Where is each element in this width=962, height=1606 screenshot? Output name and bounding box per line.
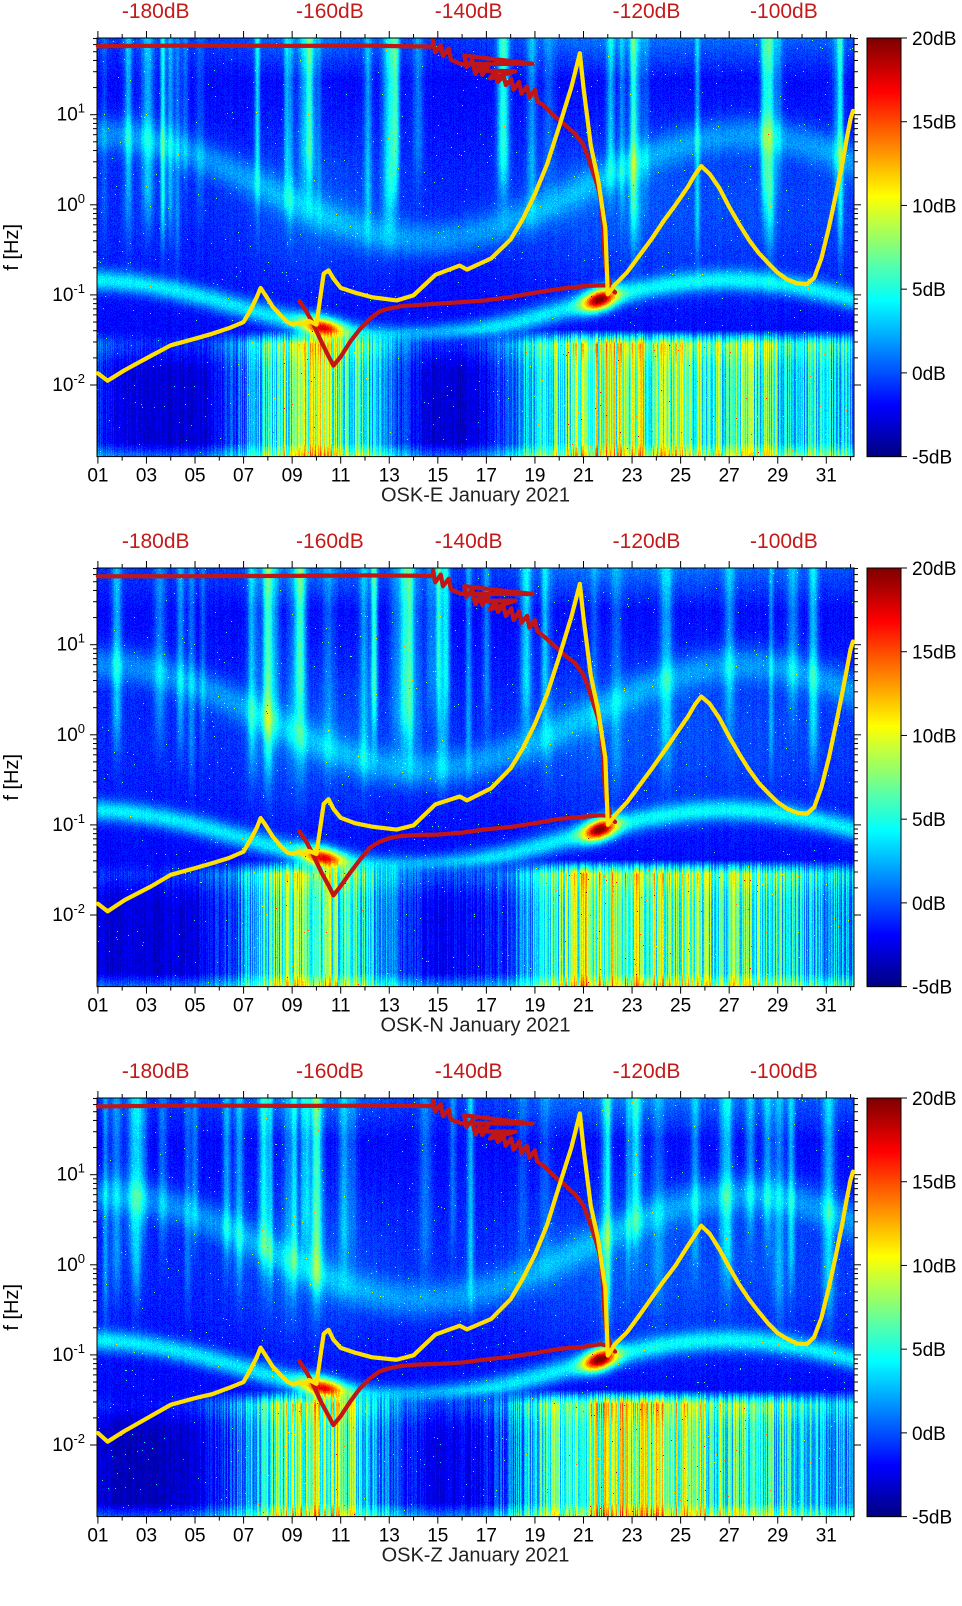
svg-text:15dB: 15dB bbox=[912, 1172, 956, 1193]
svg-text:0dB: 0dB bbox=[912, 1424, 946, 1445]
svg-text:09: 09 bbox=[282, 995, 303, 1016]
svg-text:101: 101 bbox=[57, 630, 85, 655]
svg-text:13: 13 bbox=[379, 995, 400, 1016]
svg-text:10-2: 10-2 bbox=[52, 1431, 85, 1456]
svg-text:20dB: 20dB bbox=[912, 1089, 956, 1110]
svg-text:10-2: 10-2 bbox=[52, 371, 85, 396]
svg-text:f [Hz]: f [Hz] bbox=[1, 1284, 23, 1331]
svg-text:-5dB: -5dB bbox=[912, 1507, 952, 1528]
svg-text:17: 17 bbox=[476, 995, 497, 1016]
svg-text:20dB: 20dB bbox=[912, 559, 956, 580]
svg-text:-100dB: -100dB bbox=[750, 530, 818, 553]
svg-text:25: 25 bbox=[670, 466, 691, 487]
svg-text:11: 11 bbox=[331, 1525, 351, 1546]
svg-text:15: 15 bbox=[427, 995, 448, 1016]
svg-text:09: 09 bbox=[282, 466, 303, 487]
svg-text:OSK-Z January 2021: OSK-Z January 2021 bbox=[382, 1544, 570, 1566]
svg-text:13: 13 bbox=[379, 1525, 400, 1546]
svg-text:5dB: 5dB bbox=[912, 280, 946, 301]
svg-text:100: 100 bbox=[57, 720, 85, 745]
svg-text:27: 27 bbox=[719, 1525, 740, 1546]
svg-text:-160dB: -160dB bbox=[296, 0, 364, 23]
svg-text:-160dB: -160dB bbox=[296, 530, 364, 553]
svg-text:31: 31 bbox=[816, 1525, 837, 1546]
svg-text:13: 13 bbox=[379, 466, 400, 487]
svg-text:19: 19 bbox=[524, 466, 545, 487]
svg-text:101: 101 bbox=[57, 1160, 85, 1185]
svg-text:100: 100 bbox=[57, 191, 85, 216]
svg-text:10-2: 10-2 bbox=[52, 901, 85, 926]
svg-text:-100dB: -100dB bbox=[750, 0, 818, 23]
svg-text:05: 05 bbox=[184, 466, 205, 487]
svg-text:17: 17 bbox=[476, 1525, 497, 1546]
svg-text:15dB: 15dB bbox=[912, 642, 956, 663]
svg-text:15: 15 bbox=[427, 466, 448, 487]
svg-text:-160dB: -160dB bbox=[296, 1060, 364, 1083]
svg-text:31: 31 bbox=[816, 466, 837, 487]
svg-text:03: 03 bbox=[136, 466, 157, 487]
svg-text:20dB: 20dB bbox=[912, 29, 956, 50]
svg-text:23: 23 bbox=[621, 995, 642, 1016]
svg-text:10-1: 10-1 bbox=[52, 281, 85, 306]
svg-text:10dB: 10dB bbox=[912, 1256, 956, 1277]
svg-text:-5dB: -5dB bbox=[912, 977, 952, 998]
svg-text:03: 03 bbox=[136, 995, 157, 1016]
svg-text:10dB: 10dB bbox=[912, 196, 956, 217]
svg-text:15: 15 bbox=[427, 1525, 448, 1546]
svg-text:5dB: 5dB bbox=[912, 1340, 946, 1361]
svg-text:0dB: 0dB bbox=[912, 894, 946, 915]
svg-text:-180dB: -180dB bbox=[122, 0, 190, 23]
svg-text:-140dB: -140dB bbox=[435, 1060, 503, 1083]
svg-text:10-1: 10-1 bbox=[52, 811, 85, 836]
svg-text:25: 25 bbox=[670, 1525, 691, 1546]
svg-text:07: 07 bbox=[233, 1525, 254, 1546]
svg-text:10dB: 10dB bbox=[912, 726, 956, 747]
svg-text:0dB: 0dB bbox=[912, 364, 946, 385]
svg-text:05: 05 bbox=[184, 995, 205, 1016]
svg-text:5dB: 5dB bbox=[912, 810, 946, 831]
svg-text:23: 23 bbox=[621, 466, 642, 487]
svg-text:10-1: 10-1 bbox=[52, 1341, 85, 1366]
svg-text:-140dB: -140dB bbox=[435, 0, 503, 23]
svg-text:101: 101 bbox=[57, 101, 85, 126]
svg-text:29: 29 bbox=[767, 1525, 788, 1546]
svg-text:27: 27 bbox=[719, 466, 740, 487]
svg-text:-180dB: -180dB bbox=[122, 530, 190, 553]
svg-text:-5dB: -5dB bbox=[912, 448, 952, 469]
svg-text:23: 23 bbox=[621, 1525, 642, 1546]
svg-text:01: 01 bbox=[87, 466, 108, 487]
svg-text:07: 07 bbox=[233, 466, 254, 487]
svg-text:-120dB: -120dB bbox=[613, 0, 681, 23]
svg-text:21: 21 bbox=[573, 1525, 594, 1546]
svg-text:OSK-N January 2021: OSK-N January 2021 bbox=[380, 1014, 570, 1036]
svg-text:01: 01 bbox=[87, 995, 108, 1016]
svg-text:27: 27 bbox=[719, 995, 740, 1016]
svg-text:19: 19 bbox=[524, 995, 545, 1016]
svg-text:f [Hz]: f [Hz] bbox=[1, 224, 23, 271]
svg-text:19: 19 bbox=[524, 1525, 545, 1546]
svg-text:-140dB: -140dB bbox=[435, 530, 503, 553]
svg-text:-120dB: -120dB bbox=[613, 1060, 681, 1083]
svg-text:17: 17 bbox=[476, 466, 497, 487]
svg-text:21: 21 bbox=[573, 995, 594, 1016]
svg-text:07: 07 bbox=[233, 995, 254, 1016]
svg-text:11: 11 bbox=[331, 466, 351, 487]
svg-text:15dB: 15dB bbox=[912, 113, 956, 134]
svg-text:29: 29 bbox=[767, 995, 788, 1016]
svg-text:03: 03 bbox=[136, 1525, 157, 1546]
svg-text:05: 05 bbox=[184, 1525, 205, 1546]
svg-text:11: 11 bbox=[331, 995, 351, 1016]
svg-text:09: 09 bbox=[282, 1525, 303, 1546]
svg-text:29: 29 bbox=[767, 466, 788, 487]
svg-text:-100dB: -100dB bbox=[750, 1060, 818, 1083]
svg-text:25: 25 bbox=[670, 995, 691, 1016]
svg-text:OSK-E January 2021: OSK-E January 2021 bbox=[381, 485, 570, 507]
svg-text:f [Hz]: f [Hz] bbox=[1, 754, 23, 801]
svg-text:-120dB: -120dB bbox=[613, 530, 681, 553]
svg-text:100: 100 bbox=[57, 1250, 85, 1275]
svg-text:-180dB: -180dB bbox=[122, 1060, 190, 1083]
svg-text:01: 01 bbox=[87, 1525, 108, 1546]
svg-text:21: 21 bbox=[573, 466, 594, 487]
svg-text:31: 31 bbox=[816, 995, 837, 1016]
